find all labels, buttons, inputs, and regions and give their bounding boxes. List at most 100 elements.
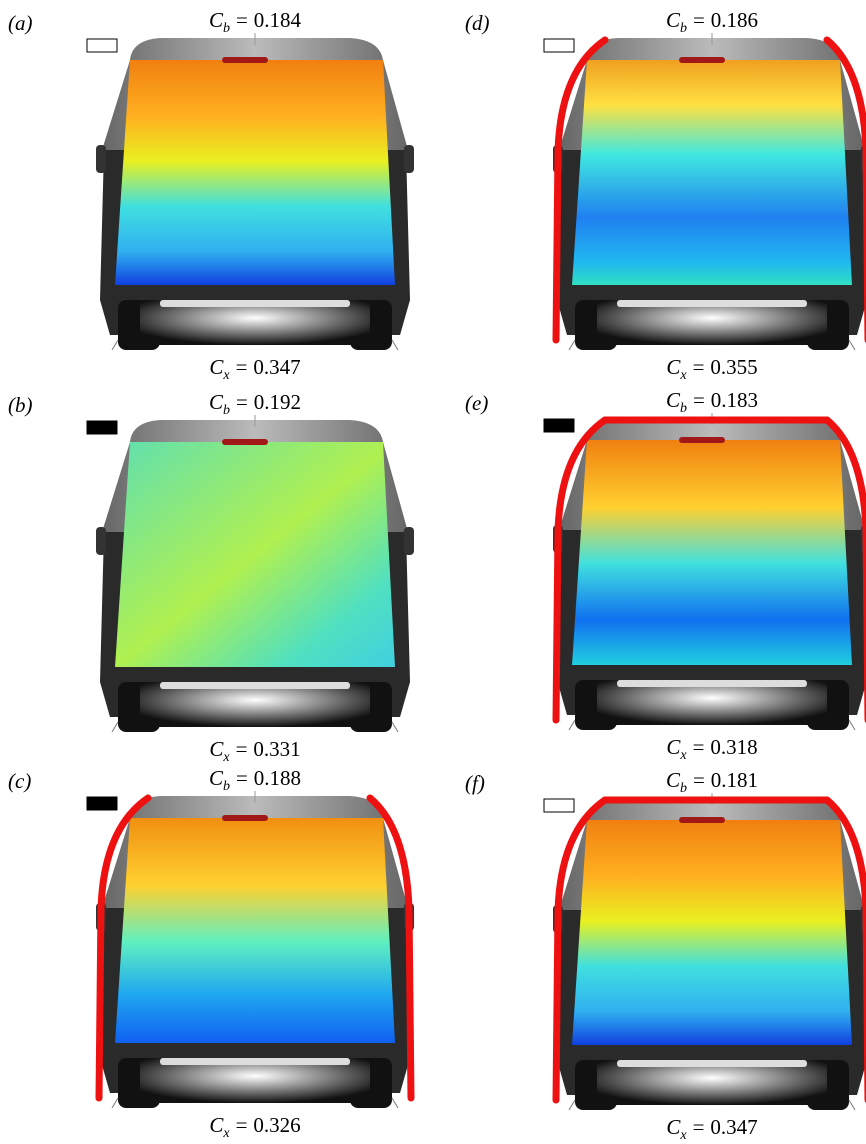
- pressure-map: [115, 60, 395, 285]
- van-bumper-step: [160, 300, 350, 307]
- symbol-relation: =: [236, 766, 248, 790]
- symbol-relation: =: [693, 355, 705, 379]
- coefficient-value: 0.184: [254, 8, 302, 32]
- coefficient-value: 0.183: [711, 388, 758, 412]
- symbol-letter: C: [209, 737, 224, 761]
- symbol-subscript: x: [679, 368, 687, 383]
- red-edge-right: [366, 794, 415, 1102]
- van-mirror-right: [404, 527, 414, 555]
- symbol-letter: C: [666, 768, 681, 792]
- configuration-indicator: [543, 798, 575, 813]
- ground-left: [568, 339, 576, 351]
- panel-label: (a): [8, 11, 33, 35]
- coefficient-value: 0.318: [710, 735, 757, 759]
- configuration-indicator: [543, 418, 575, 433]
- coefficient-value: 0.326: [253, 1113, 300, 1137]
- van-mirror-left: [96, 527, 106, 555]
- symbol-letter: C: [209, 355, 224, 379]
- van-underbody-shadow: [597, 300, 827, 345]
- symbol-relation: =: [236, 737, 248, 761]
- symbol-relation: =: [236, 355, 248, 379]
- symbol-relation: =: [236, 390, 248, 414]
- van-bumper-step: [160, 1058, 350, 1065]
- base-pressure-coefficient: Cb = 0.192: [209, 390, 301, 418]
- van-underbody-shadow: [140, 1058, 370, 1103]
- coefficient-value: 0.188: [254, 766, 301, 790]
- pressure-map: [572, 820, 852, 1045]
- van-bumper-step: [617, 680, 807, 687]
- configuration-indicator: [86, 38, 118, 53]
- base-pressure-coefficient: Cb = 0.188: [209, 766, 301, 794]
- panel-label: (c): [8, 769, 31, 793]
- symbol-subscript: x: [222, 368, 230, 383]
- symbol-subscript: b: [223, 779, 230, 794]
- ground-left: [111, 339, 119, 351]
- symbol-relation: =: [236, 1113, 248, 1137]
- ground-left: [111, 1097, 119, 1109]
- ground-left: [568, 1099, 576, 1111]
- ground-left: [568, 719, 576, 731]
- symbol-relation: =: [693, 768, 705, 792]
- symbol-relation: =: [693, 388, 705, 412]
- coefficient-value: 0.186: [711, 8, 758, 32]
- coefficient-value: 0.347: [253, 355, 300, 379]
- pressure-map: [572, 60, 852, 285]
- symbol-subscript: b: [680, 21, 687, 36]
- coefficient-value: 0.355: [710, 355, 757, 379]
- symbol-letter: C: [666, 388, 681, 412]
- symbol-subscript: x: [679, 1128, 687, 1143]
- coefficient-value: 0.331: [253, 737, 300, 761]
- symbol-subscript: b: [223, 21, 230, 36]
- configuration-indicator: [86, 796, 118, 811]
- van-mirror-right: [404, 145, 414, 173]
- symbol-letter: C: [666, 355, 681, 379]
- symbol-letter: C: [209, 1113, 224, 1137]
- drag-coefficient: Cx = 0.347: [209, 355, 300, 383]
- coefficient-value: 0.192: [254, 390, 301, 414]
- brake-light: [222, 439, 268, 445]
- panel-label: (e): [465, 391, 488, 415]
- symbol-subscript: b: [223, 403, 230, 418]
- coefficient-value: 0.181: [711, 768, 758, 792]
- symbol-letter: C: [666, 8, 681, 32]
- red-edge-left: [95, 794, 152, 1102]
- ground-right: [391, 339, 399, 351]
- van-bumper-step: [160, 682, 350, 689]
- van-bumper-step: [617, 1060, 807, 1067]
- van-underbody-shadow: [597, 680, 827, 725]
- drag-coefficient: Cx = 0.326: [209, 1113, 300, 1141]
- configuration-indicator: [543, 38, 575, 53]
- symbol-letter: C: [666, 1115, 681, 1139]
- coefficient-value: 0.347: [710, 1115, 757, 1139]
- panel-label: (f): [465, 771, 485, 795]
- symbol-relation: =: [693, 8, 705, 32]
- drag-coefficient: Cx = 0.331: [209, 737, 300, 765]
- van-underbody-shadow: [597, 1060, 827, 1105]
- red-edge-left: [552, 36, 609, 344]
- base-pressure-coefficient: Cb = 0.181: [666, 768, 758, 796]
- ground-right: [391, 721, 399, 733]
- drag-coefficient: Cx = 0.347: [666, 1115, 757, 1143]
- ground-left: [111, 721, 119, 733]
- symbol-letter: C: [209, 8, 224, 32]
- pressure-map: [572, 440, 852, 665]
- pressure-map: [115, 818, 395, 1043]
- symbol-relation: =: [693, 1115, 705, 1139]
- brake-light: [222, 815, 268, 821]
- ground-right: [848, 339, 856, 351]
- pressure-map: [115, 442, 395, 667]
- symbol-subscript: x: [222, 1126, 230, 1141]
- base-pressure-coefficient: Cb = 0.184: [209, 8, 302, 36]
- van-underbody-shadow: [140, 682, 370, 727]
- brake-light: [679, 817, 725, 823]
- brake-light: [222, 57, 268, 63]
- ground-right: [391, 1097, 399, 1109]
- van-mirror-left: [96, 145, 106, 173]
